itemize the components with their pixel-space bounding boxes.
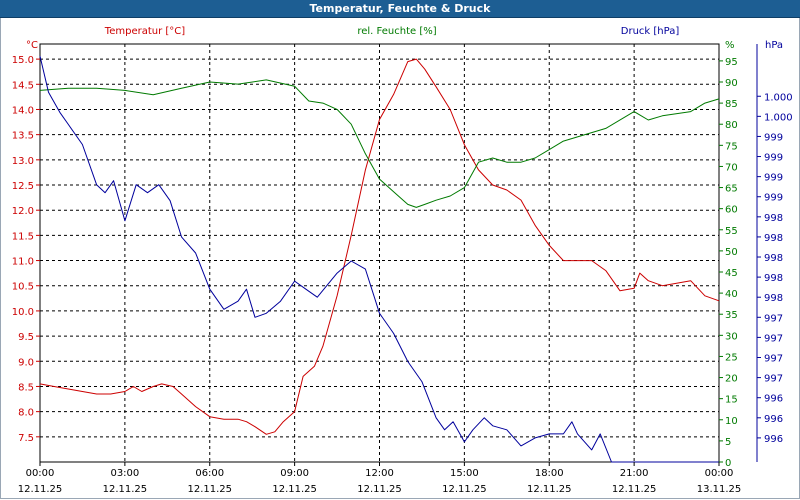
temperature-tick-label: 13.0 — [12, 156, 34, 167]
humidity-tick-label: 40 — [725, 289, 738, 300]
temperature-tick-label: 14.5 — [12, 80, 34, 91]
x-axis: 00:00 12.11.25 03:00 12.11.25 06:00 12.11.25 0… — [18, 462, 742, 495]
humidity-tick-label: 80 — [725, 120, 738, 131]
pressure-tick-label: 997 — [764, 354, 783, 365]
temperature-axis-title: Temperatur [°C] — [104, 26, 185, 37]
temperature-tick-label: 9.0 — [18, 357, 34, 368]
humidity-line — [39, 79, 720, 208]
humidity-tick-label: 90 — [725, 78, 738, 89]
x-tick-time: 00:00 — [26, 468, 55, 479]
temperature-tick-label: 10.5 — [12, 282, 34, 293]
humidity-tick-label: 95 — [725, 57, 738, 68]
x-tick-date: 12.11.25 — [103, 484, 148, 495]
temperature-unit: °C — [26, 40, 38, 51]
pressure-tick-label: 1.000 — [764, 112, 793, 123]
humidity-tick-label: 15 — [725, 395, 738, 406]
pressure-tick-label: 998 — [764, 273, 783, 284]
pressure-tick-label: 998 — [764, 253, 783, 264]
pressure-tick-label: 1.000 — [764, 92, 793, 103]
chart-title-bar: Temperatur, Feuchte & Druck — [0, 0, 800, 18]
pressure-axis: 996 996 996 997 997 997 997 998 998 998 998 998 999 9… — [756, 44, 793, 462]
pressure-axis-title: Druck [hPa] — [621, 26, 680, 37]
x-tick-time: 03:00 — [110, 468, 139, 479]
x-tick-date: 12.11.25 — [187, 484, 232, 495]
humidity-tick-label: 10 — [725, 416, 738, 427]
pressure-tick-label: 998 — [764, 233, 783, 244]
pressure-tick-label: 999 — [764, 132, 783, 143]
humidity-tick-label: 65 — [725, 184, 738, 195]
x-tick-date: 12.11.25 — [612, 484, 657, 495]
temperature-tick-label: 9.5 — [18, 332, 34, 343]
humidity-tick-label: 55 — [725, 226, 738, 237]
pressure-line — [39, 55, 719, 463]
humidity-tick-label: 20 — [725, 374, 738, 385]
humidity-tick-label: 85 — [725, 99, 738, 110]
x-tick-time: 15:00 — [450, 468, 479, 479]
series-group — [39, 55, 720, 463]
humidity-tick-label: 45 — [725, 268, 738, 279]
humidity-axis: 0 5 10 15 20 25 30 35 40 45 50 55 60 65 70 75 80 85 90 95 — [719, 57, 738, 469]
pressure-tick-label: 996 — [764, 394, 783, 405]
x-tick-time: 12:00 — [365, 468, 394, 479]
pressure-tick-label: 997 — [764, 333, 783, 344]
humidity-tick-label: 25 — [725, 352, 738, 363]
temperature-tick-label: 11.5 — [12, 231, 34, 242]
x-tick-date: 12.11.25 — [357, 484, 402, 495]
temperature-tick-label: 15.0 — [12, 55, 34, 66]
x-tick-date: 12.11.25 — [18, 484, 63, 495]
pressure-tick-label: 998 — [764, 293, 783, 304]
temperature-tick-label: 8.0 — [18, 408, 34, 419]
humidity-tick-label: 30 — [725, 331, 738, 342]
x-tick-time: 00:00 — [705, 468, 734, 479]
x-tick-time: 09:00 — [280, 468, 309, 479]
temperature-tick-label: 8.5 — [18, 382, 34, 393]
humidity-tick-label: 0 — [725, 458, 731, 469]
x-tick-date: 13.11.25 — [697, 484, 742, 495]
x-tick-date: 12.11.25 — [272, 484, 317, 495]
grid — [40, 44, 719, 462]
temperature-line — [39, 58, 720, 435]
temperature-tick-label: 7.5 — [18, 433, 34, 444]
temperature-tick-label: 14.0 — [12, 105, 34, 116]
humidity-tick-label: 35 — [725, 310, 738, 321]
humidity-axis-title: rel. Feuchte [%] — [357, 26, 436, 37]
humidity-tick-label: 60 — [725, 205, 738, 216]
chart-title: Temperatur, Feuchte & Druck — [309, 2, 491, 15]
pressure-tick-label: 999 — [764, 153, 783, 164]
x-tick-time: 21:00 — [620, 468, 649, 479]
pressure-tick-label: 997 — [764, 313, 783, 324]
pressure-tick-label: 996 — [764, 414, 783, 425]
pressure-tick-label: 999 — [764, 173, 783, 184]
humidity-tick-label: 75 — [725, 141, 738, 152]
x-tick-date: 12.11.25 — [442, 484, 487, 495]
temperature-tick-label: 13.5 — [12, 131, 34, 142]
pressure-tick-label: 996 — [764, 434, 783, 445]
temperature-tick-label: 11.0 — [12, 257, 34, 268]
x-tick-time: 06:00 — [195, 468, 224, 479]
temperature-tick-label: 10.0 — [12, 307, 34, 318]
pressure-unit: hPa — [765, 40, 783, 51]
humidity-tick-label: 5 — [725, 437, 731, 448]
temperature-axis: 7.5 8.0 8.5 9.0 9.5 10.0 10.5 11.0 11.5 12.0 12.5 1… — [12, 55, 40, 444]
x-tick-time: 18:00 — [535, 468, 564, 479]
humidity-unit: % — [725, 40, 735, 51]
temperature-tick-label: 12.5 — [12, 181, 34, 192]
humidity-tick-label: 50 — [725, 247, 738, 258]
x-tick-date: 12.11.25 — [527, 484, 572, 495]
pressure-tick-label: 997 — [764, 374, 783, 385]
humidity-tick-label: 70 — [725, 162, 738, 173]
pressure-tick-label: 999 — [764, 193, 783, 204]
temperature-tick-label: 12.0 — [12, 206, 34, 217]
pressure-tick-label: 998 — [764, 213, 783, 224]
